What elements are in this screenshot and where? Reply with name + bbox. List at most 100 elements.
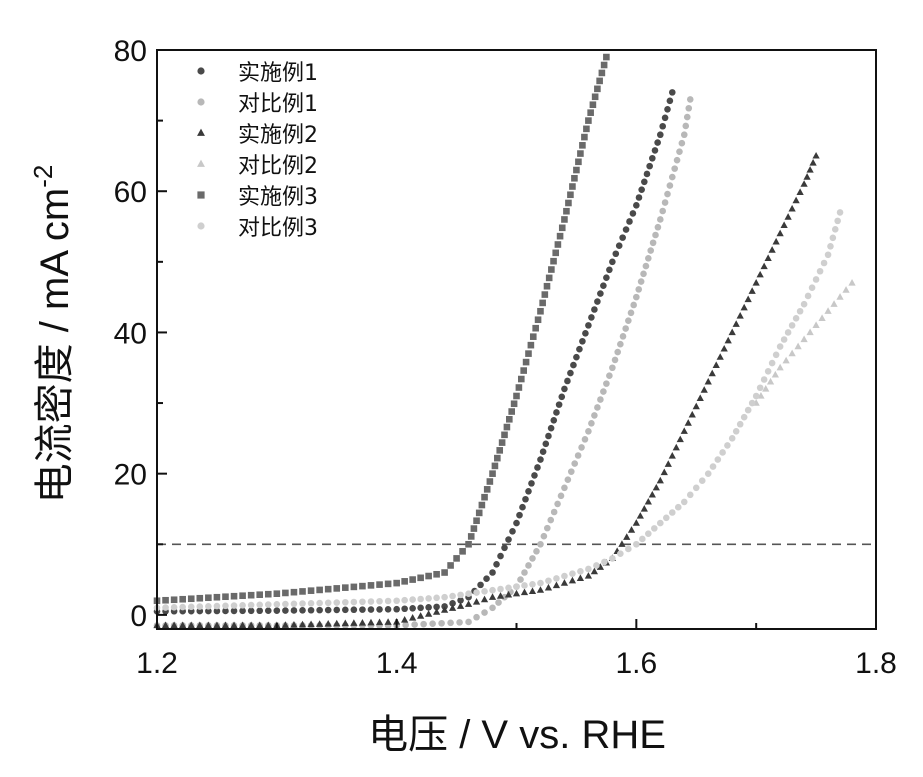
data-point [834,218,841,225]
data-point [561,216,568,223]
data-point [729,435,736,442]
data-point [830,235,837,242]
data-point [239,602,246,609]
data-point [425,595,432,602]
data-point [477,582,484,589]
data-point [433,608,440,615]
data-point [393,580,400,587]
data-point [769,360,776,367]
data-point [793,315,800,322]
data-point [481,609,488,616]
data-point [544,525,551,532]
data-point [556,401,563,408]
data-point [519,504,526,511]
data-point [520,367,527,374]
data-point [553,581,560,588]
data-point [248,607,255,614]
data-point [441,594,448,601]
data-point [563,208,570,215]
data-point [757,384,764,391]
data-point [265,601,272,608]
data-point [729,328,736,335]
data-point [800,180,807,187]
data-point [513,583,520,590]
data-point [583,126,590,133]
data-point [465,600,472,607]
data-point [582,436,589,443]
data-point [715,456,722,463]
data-point [644,171,651,178]
data-point [481,588,488,595]
data-point [568,468,575,475]
x-axis-title: 电压 / V vs. RHE [368,713,666,757]
data-point [671,165,678,172]
x-tick-label: 1.2 [136,647,178,680]
data-point [571,175,578,182]
data-point [457,592,464,599]
data-point [594,298,601,305]
data-point [582,330,589,337]
data-point [594,86,601,93]
data-point [291,607,298,614]
data-point [489,605,496,612]
data-point [231,593,238,600]
data-point [805,293,812,300]
data-point [522,496,529,503]
data-point [325,599,332,606]
legend-marker [197,67,204,74]
data-point [547,517,554,524]
data-point [567,370,574,377]
y-tick-label: 20 [114,459,147,492]
data-point [534,464,541,471]
data-point [561,386,568,393]
data-point [741,304,748,311]
data-point [205,603,212,610]
data-point [513,590,520,597]
data-point [196,595,203,602]
legend-label: 实施例3 [238,185,318,210]
data-point [827,243,834,250]
data-point [591,306,598,313]
data-point [667,182,674,189]
data-point [162,604,169,611]
data-point [456,619,463,626]
data-point [188,604,195,611]
data-point [479,502,486,509]
data-point [291,589,298,596]
data-point [401,597,408,604]
data-point [529,555,536,562]
data-point [438,620,445,627]
data-point [796,188,803,195]
data-point [664,106,671,113]
series-6 [154,209,844,611]
data-point [654,139,661,146]
data-point [761,376,768,383]
data-point [420,621,427,628]
data-point [577,568,584,575]
y-axis-title: 电流密度 / mA cm-2 [28,165,77,504]
data-point [626,218,633,225]
data-point [601,559,608,566]
data-point [505,536,512,543]
data-point [713,361,720,368]
data-point [558,493,565,500]
data-point [499,439,506,446]
data-point [665,460,672,467]
data-point [492,463,499,470]
data-point [662,114,669,121]
data-point [737,421,744,428]
data-point [282,590,289,597]
data-point [570,362,577,369]
data-point [725,337,732,344]
data-point [784,213,791,220]
data-point [409,596,416,603]
data-point [785,329,792,336]
data-point [641,505,648,512]
data-point [587,109,594,116]
data-point [409,614,416,621]
data-point [162,597,169,604]
data-point [617,550,624,557]
data-point [351,584,358,591]
data-point [753,393,760,400]
data-point [593,562,600,569]
